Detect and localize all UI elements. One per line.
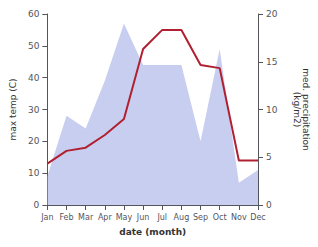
- svg-text:Dec: Dec: [250, 213, 265, 222]
- svg-text:Sep: Sep: [193, 213, 208, 222]
- svg-text:40: 40: [28, 73, 40, 83]
- svg-text:Jun: Jun: [136, 213, 150, 222]
- svg-text:30: 30: [28, 105, 40, 115]
- svg-text:0: 0: [34, 200, 40, 210]
- svg-text:Aug: Aug: [174, 213, 190, 222]
- svg-text:Mar: Mar: [78, 213, 94, 222]
- svg-text:date (month): date (month): [119, 227, 186, 237]
- svg-text:Jan: Jan: [40, 213, 53, 222]
- svg-text:May: May: [116, 213, 133, 222]
- svg-text:max temp (C): max temp (C): [8, 78, 18, 140]
- svg-text:0: 0: [266, 200, 272, 210]
- svg-text:20: 20: [28, 136, 40, 146]
- svg-text:20: 20: [266, 9, 278, 19]
- svg-text:Nov: Nov: [231, 213, 247, 222]
- svg-text:50: 50: [28, 41, 40, 51]
- svg-text:5: 5: [266, 152, 272, 162]
- svg-text:60: 60: [28, 9, 40, 19]
- svg-text:Oct: Oct: [213, 213, 227, 222]
- svg-text:Apr: Apr: [98, 213, 113, 222]
- svg-text:med. precipitation: med. precipitation: [300, 68, 311, 151]
- svg-text:15: 15: [266, 57, 277, 67]
- svg-text:10: 10: [28, 168, 40, 178]
- svg-text:Feb: Feb: [59, 213, 73, 222]
- svg-text:(kg/m2): (kg/m2): [292, 92, 302, 127]
- svg-text:10: 10: [266, 105, 278, 115]
- svg-text:Jul: Jul: [156, 213, 167, 222]
